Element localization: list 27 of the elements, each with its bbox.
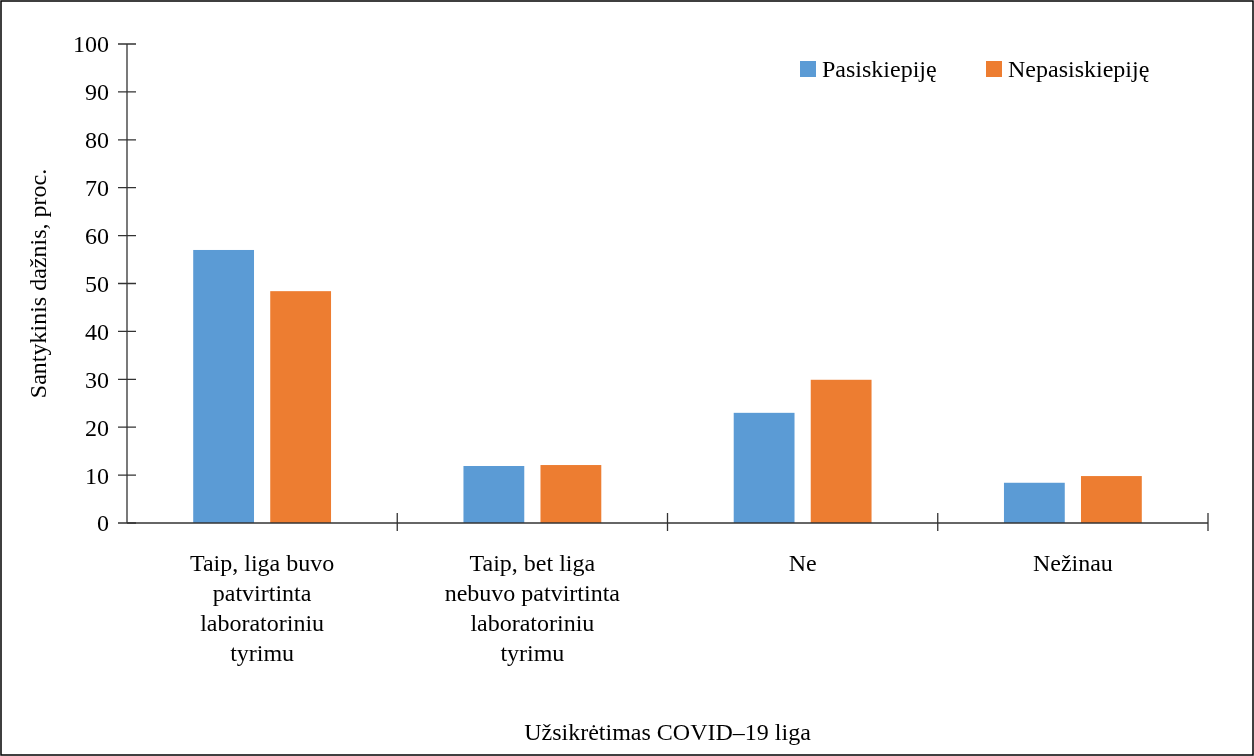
y-tick-label: 0: [97, 510, 109, 537]
y-tick-label: 100: [73, 31, 109, 58]
x-tick-label: Ne: [788, 550, 817, 576]
y-tick-label: 40: [85, 318, 109, 345]
bar: [540, 465, 602, 523]
y-tick-label: 30: [85, 366, 109, 393]
bar: [1003, 482, 1065, 523]
bar: [810, 379, 872, 523]
x-tick-label: Nežinau: [1032, 550, 1113, 576]
y-tick-label: 90: [85, 79, 109, 106]
bar: [270, 291, 332, 523]
y-tick-label: 70: [85, 175, 109, 202]
y-tick-label: 60: [85, 223, 109, 249]
x-tick-label: Taip, liga buvo patvirtinta laboratoriniu tyrimu: [189, 550, 335, 666]
bar: [733, 412, 795, 523]
bar: [193, 249, 255, 523]
legend-label: Nepasiskiepiję: [1008, 56, 1150, 83]
legend-label: Pasiskiepiję: [822, 56, 937, 83]
x-tick-label: Taip, bet liga nebuvo patvirtinta laboratoriniu tyrimu: [444, 550, 621, 666]
x-axis-title: Užsikrėtimas COVID–19 liga: [524, 719, 812, 745]
y-tick-label: 80: [85, 127, 109, 154]
bar: [463, 466, 525, 523]
y-tick-label: 50: [85, 270, 109, 297]
y-axis-title: Santykinis dažnis, proc.: [25, 168, 51, 399]
y-tick-label: 20: [85, 414, 109, 441]
y-tick-label: 10: [85, 462, 109, 489]
bar: [1080, 476, 1142, 523]
